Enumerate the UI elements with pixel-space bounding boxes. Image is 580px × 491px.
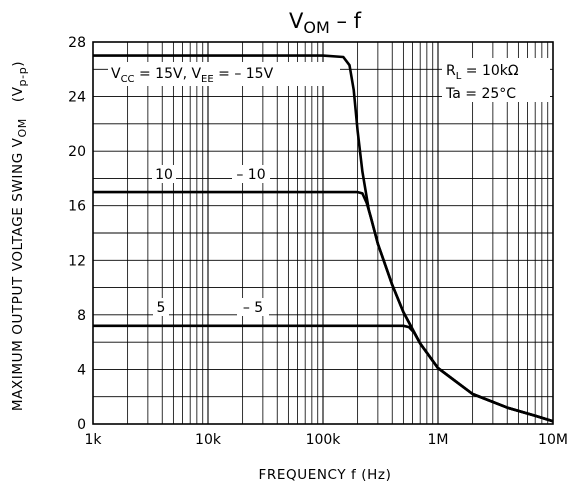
plot-frame [92,41,554,425]
x-tick-label: 100k [306,432,342,448]
series-label-15v-bg [108,62,340,86]
x-axis-label: FREQUENCY f (Hz) [259,467,392,483]
y-tick-label: 0 [77,417,86,433]
y-tick-label: 8 [77,308,86,324]
series-label-15v: VCC = 15V, VEE = – 15V [111,66,274,85]
annotation-ta: Ta = 25°C [445,86,516,102]
ylabel-unit-close: ) [10,61,26,67]
series-line-2 [93,324,554,423]
y-tick-label: 4 [77,362,86,378]
ylabel-unit: (V [10,86,26,102]
y-tick-label: 16 [68,199,86,215]
series-label-10-left-bg [152,165,176,183]
series-label-10-right-bg [232,165,270,183]
ylabel-main: MAXIMUM OUTPUT VOLTAGE SWING V [10,137,26,411]
series-label-5-right: – 5 [243,300,263,316]
title-main: V [289,9,304,33]
series-label-10-left: 10 [155,167,173,183]
x-tick-label: 1k [84,432,102,448]
annotation-rl: RL = 10kΩ [446,63,519,82]
chart-title: VOM – f [289,9,362,37]
series-label-5-left-bg [153,298,169,316]
y-tick-label: 12 [68,253,86,269]
x-tick-label: 1M [428,432,449,448]
y-tick-label: 24 [68,90,86,106]
y-tick-label: 20 [68,144,86,160]
title-rest: – f [330,9,362,33]
x-tick-labels: 1k 10k 100k 1M 10M [84,432,567,448]
y-tick-labels: 0 4 8 12 16 20 24 28 [68,35,86,433]
y-axis-label: MAXIMUM OUTPUT VOLTAGE SWING VOM (Vp-p) [10,61,29,411]
series-label-10-right: – 10 [236,167,265,183]
conditions-box-bg [442,58,550,102]
x-tick-label: 10k [195,432,222,448]
y-tick-label: 28 [68,35,86,51]
ylabel-unit-sub: p-p [16,67,29,87]
title-sub: OM [303,18,329,37]
x-tick-label: 10M [538,432,568,448]
series-label-5-right-bg [237,298,269,316]
series-lines [93,54,554,423]
ylabel-sub: OM [16,118,29,137]
series-label-5-left: 5 [157,300,166,316]
